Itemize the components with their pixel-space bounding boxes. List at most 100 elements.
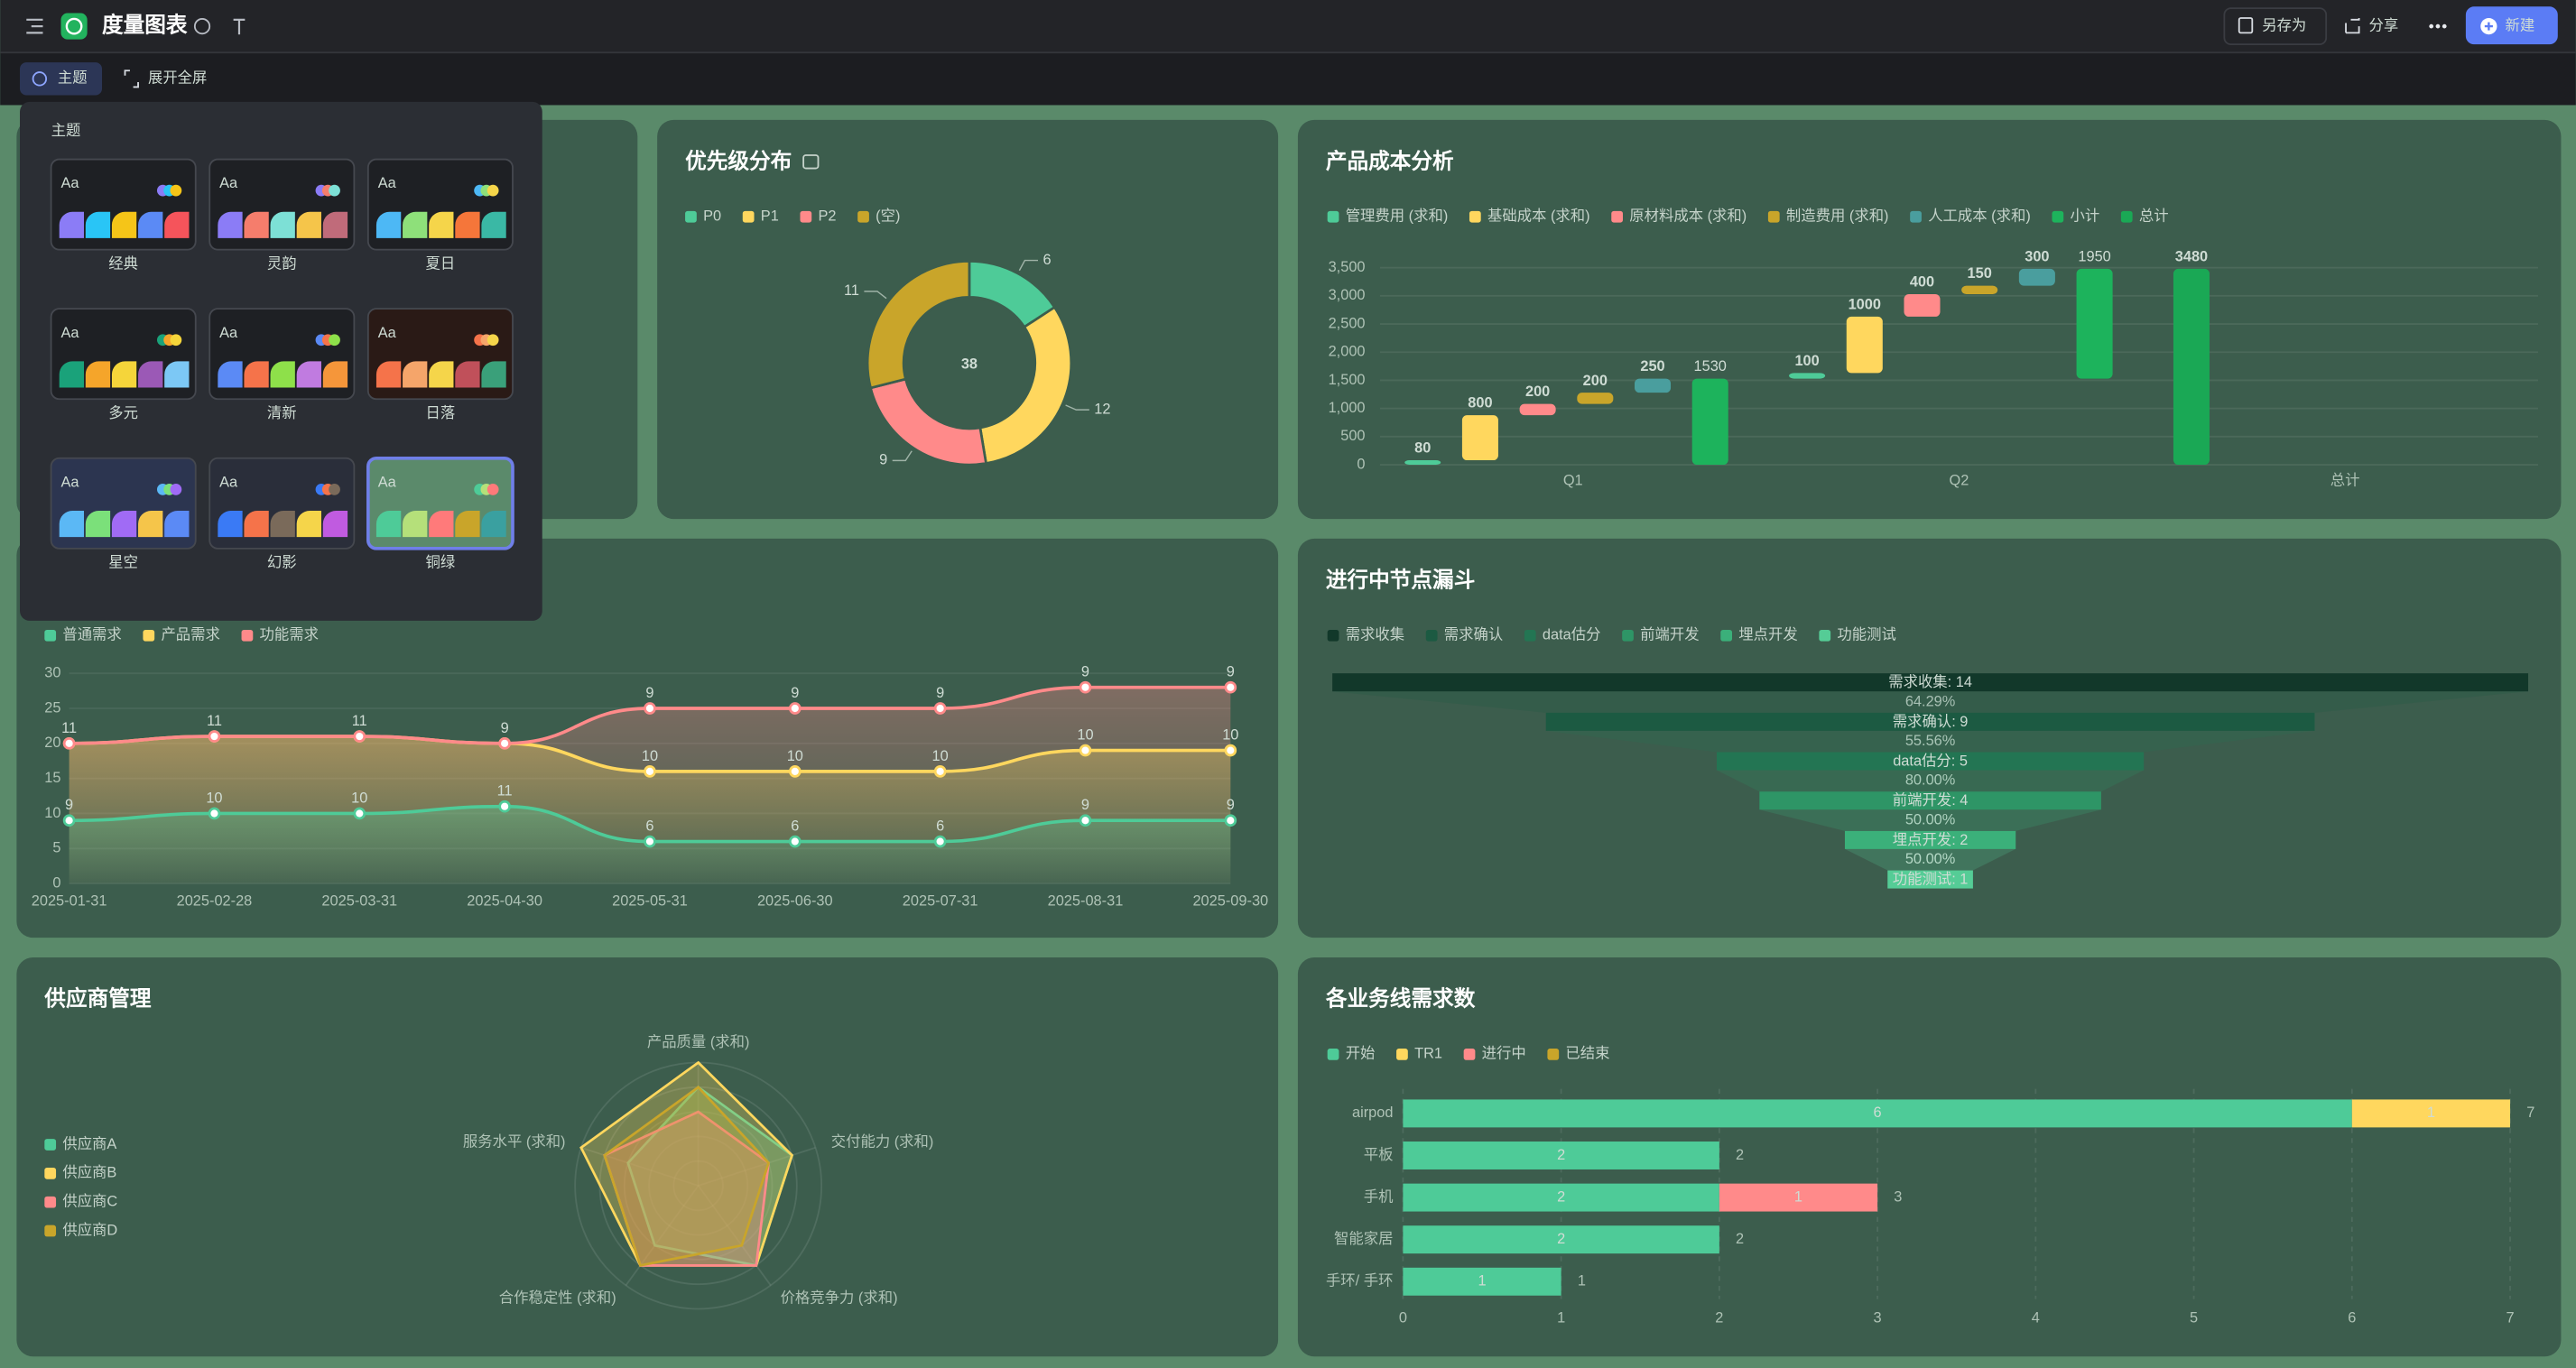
stage-name: 埋点开发: [1893, 832, 1951, 848]
funnel-bar: [1759, 791, 2101, 810]
header-bar: [0, 0, 2576, 53]
separator: :: [1951, 872, 1960, 888]
radar-axis-label: 产品质量 (求和): [647, 1034, 750, 1050]
point-label: 9: [645, 685, 653, 701]
theme-button[interactable]: [20, 62, 103, 96]
share-label[interactable]: 分享: [2369, 17, 2399, 33]
theme-name[interactable]: 灵韵: [267, 255, 297, 272]
legend-label: 人工成本 (求和): [1928, 208, 2031, 225]
theme-name[interactable]: 日落: [426, 405, 456, 421]
segment-label: 2: [1557, 1231, 1565, 1247]
legend-label: 已结束: [1565, 1046, 1609, 1062]
more-button[interactable]: [2429, 23, 2447, 29]
y-tick-label: 0: [1357, 456, 1365, 472]
point-label: 9: [791, 685, 799, 701]
point-label: 11: [61, 720, 77, 736]
leader-line: [1018, 259, 1038, 272]
waterfall-bar: [1635, 378, 1672, 393]
point-label: 10: [932, 748, 949, 764]
stage-value: 5: [1960, 753, 1968, 770]
theme-swatch: [85, 211, 111, 238]
donut-slice: [978, 305, 1073, 466]
separator: :: [1951, 714, 1960, 730]
legend-swatch: [1327, 629, 1339, 642]
x-tick-label: Q1: [1563, 473, 1583, 489]
theme-name[interactable]: 多元: [108, 405, 138, 421]
point: [788, 702, 802, 715]
share-icon: [2345, 18, 2360, 34]
theme-swatch: [270, 211, 295, 238]
point-label: 11: [352, 713, 367, 729]
point: [1079, 680, 1092, 694]
bar-value-label: 1530: [1694, 358, 1727, 374]
menu-icon[interactable]: [26, 18, 43, 34]
theme-sample: Aa: [219, 175, 238, 191]
funnel-bar: [1332, 673, 2529, 692]
theme-swatch: [111, 510, 137, 538]
point-label: 9: [1227, 797, 1235, 813]
separator: :: [1951, 792, 1960, 809]
toolbar-bar: [0, 52, 2576, 106]
theme-sample: Aa: [378, 175, 397, 191]
radar-axis-label: 合作稳定性 (求和): [499, 1289, 616, 1306]
stage-value: 4: [1960, 792, 1968, 809]
x-tick-label: 总计: [2330, 473, 2360, 489]
theme-swatch: [322, 361, 348, 388]
x-tick-label: 2025-06-30: [757, 892, 833, 909]
x-tick-label: 2025-02-28: [177, 892, 253, 909]
legend-swatch: [1819, 629, 1831, 642]
point-label: 10: [787, 748, 803, 764]
fullscreen-label[interactable]: 展开全屏: [148, 70, 207, 87]
legend-label: 基础成本 (求和): [1487, 208, 1590, 225]
legend-label: 进行中: [1482, 1046, 1526, 1062]
legend-label: P2: [818, 208, 836, 225]
theme-swatch: [138, 361, 163, 388]
legend-swatch: [44, 1167, 57, 1179]
stage-name: 需求收集: [1888, 674, 1947, 690]
point: [1224, 680, 1237, 694]
new-button[interactable]: [2465, 6, 2558, 45]
point-label: 10: [206, 790, 222, 806]
point: [208, 807, 221, 820]
legend-label: 供应商A: [62, 1135, 116, 1152]
point-label: 6: [645, 818, 653, 834]
theme-name[interactable]: 铜绿: [426, 555, 456, 571]
bar-value-label: 80: [1414, 440, 1431, 457]
theme-name[interactable]: 清新: [267, 405, 297, 421]
theme-name[interactable]: 经典: [108, 255, 138, 272]
legend-swatch: [1463, 1049, 1476, 1060]
funnel-label: data估分: 5: [1893, 753, 1968, 770]
bar-value-label: 250: [1640, 358, 1664, 374]
fullscreen-icon[interactable]: [124, 69, 139, 88]
point-label: 10: [351, 790, 367, 806]
total-label: 2: [1736, 1231, 1744, 1247]
segment-label: 1: [1478, 1273, 1486, 1289]
info-icon[interactable]: [193, 18, 211, 35]
chart-title: 优先级分布: [685, 148, 792, 173]
legend-swatch: [1622, 629, 1634, 642]
y-tick-label: 15: [44, 770, 60, 786]
legend-label: TR1: [1414, 1046, 1442, 1062]
theme-dot: [329, 184, 340, 197]
theme-sample: Aa: [219, 325, 238, 341]
theme-name[interactable]: 星空: [108, 555, 138, 571]
theme-swatch: [429, 361, 454, 388]
pin-icon[interactable]: [233, 18, 246, 35]
theme-swatch: [111, 361, 137, 388]
funnel-label: 埋点开发: 2: [1893, 832, 1969, 848]
legend-swatch: [1327, 1049, 1339, 1060]
segment-label: 1: [1794, 1188, 1802, 1205]
point-label: 10: [642, 748, 658, 764]
theme-name[interactable]: 夏日: [426, 255, 456, 272]
funnel-label: 需求收集: 14: [1888, 674, 1972, 690]
y-tick-label: 2,500: [1329, 315, 1366, 331]
conversion-label: 80.00%: [1905, 772, 1956, 789]
leader-line: [892, 450, 913, 462]
x-tick-label: 6: [2348, 1310, 2356, 1326]
theme-name[interactable]: 幻影: [267, 555, 297, 571]
theme-swatch: [429, 510, 454, 538]
x-tick-label: 0: [1399, 1310, 1407, 1326]
theme-swatch: [138, 510, 163, 538]
waterfall-bar: [1691, 378, 1728, 466]
legend-label: 管理费用 (求和): [1346, 208, 1449, 225]
